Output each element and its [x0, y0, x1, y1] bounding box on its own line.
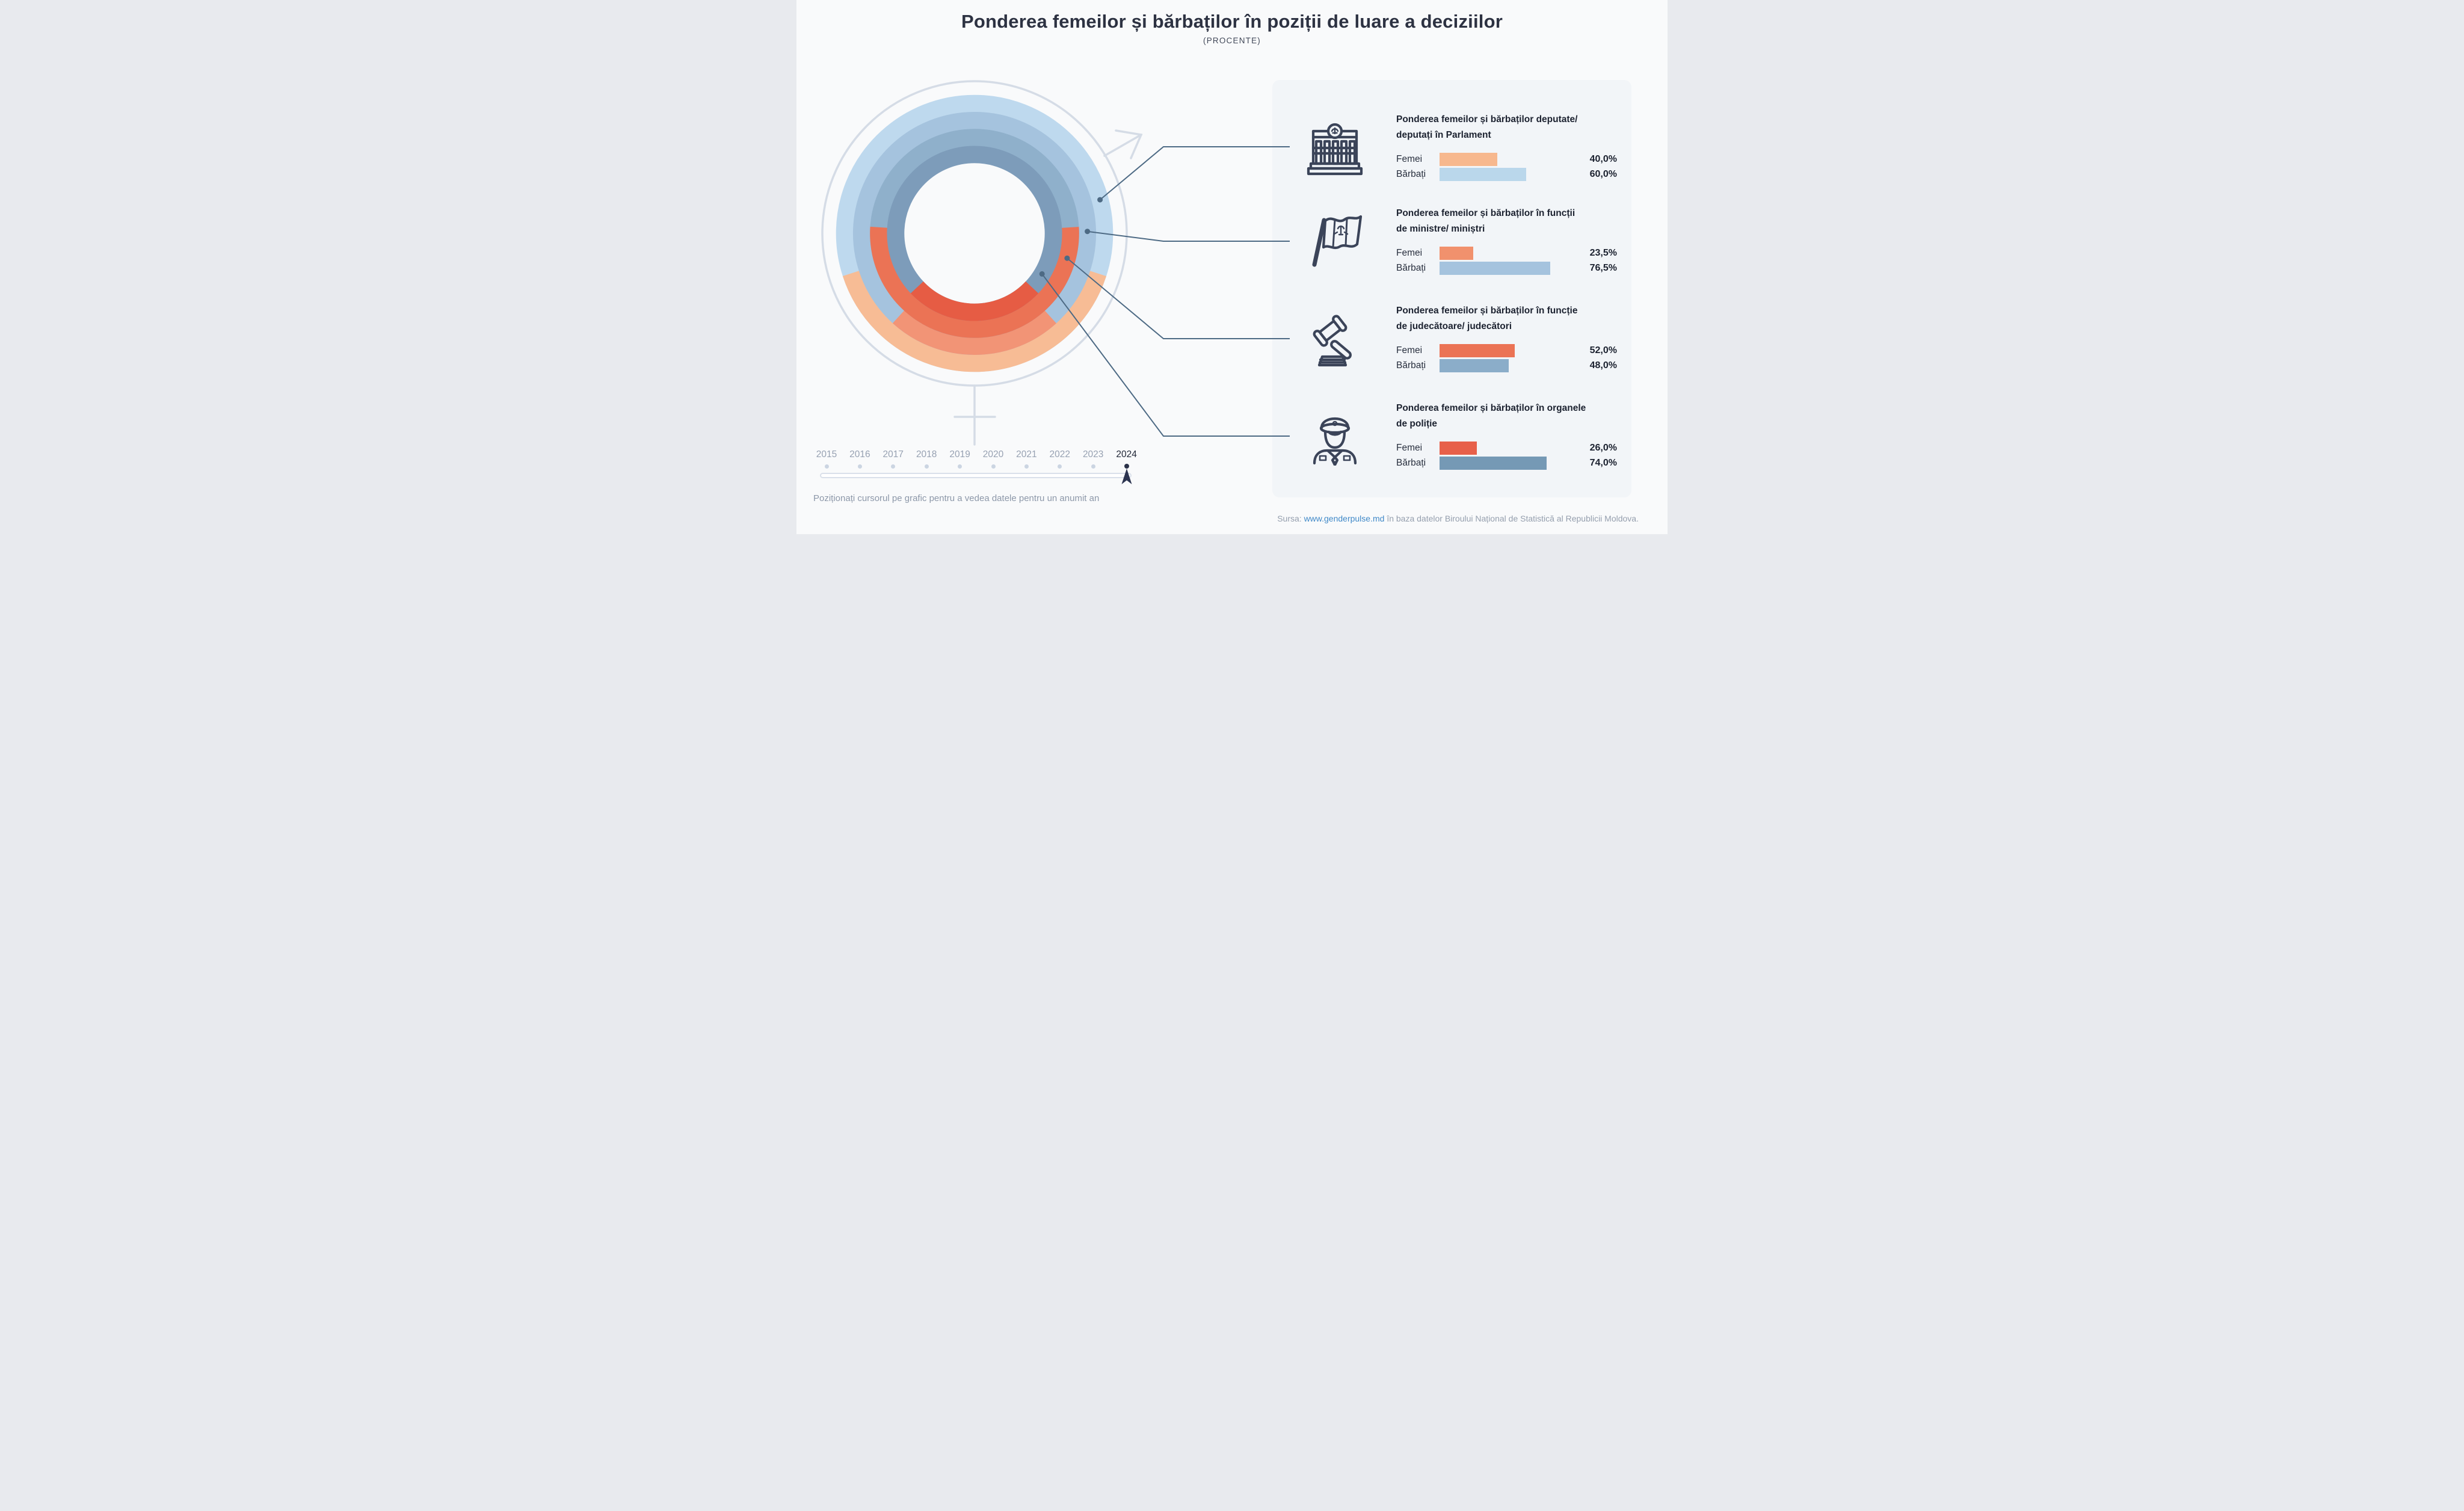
bar-women — [1440, 442, 1477, 455]
timeline-instruction: Poziționați cursorul pe grafic pentru a … — [813, 493, 1100, 503]
bar-men — [1440, 262, 1550, 275]
bar-row-women: Femei 40,0% — [1396, 153, 1624, 166]
bar-label-men: Bărbați — [1396, 458, 1426, 468]
year-timeline: 2015 2016 2017 2018 2019 2020 2021 2022 2023 2024… — [796, 0, 1668, 534]
bar-row-men: Bărbați 76,5% — [1396, 262, 1624, 275]
section-title: Ponderea femeilor și bărbaților în funcț… — [1396, 206, 1625, 237]
bar-label-women: Femei — [1396, 154, 1423, 164]
police-officer-icon — [1306, 408, 1364, 466]
bar-men — [1440, 168, 1526, 181]
page-subtitle: (PROCENTE) — [1203, 36, 1261, 45]
section-title-line2: deputați în Parlament — [1396, 130, 1491, 140]
year-label-2016[interactable]: 2016 — [849, 449, 870, 460]
bar-value-men: 60,0% — [1589, 169, 1617, 179]
year-label-2021[interactable]: 2021 — [1016, 449, 1037, 460]
bar-women — [1440, 153, 1497, 166]
year-dot-2024[interactable] — [1124, 464, 1129, 469]
bar-value-women: 26,0% — [1589, 443, 1617, 453]
section-title-line1: Ponderea femeilor și bărbaților deputate… — [1396, 114, 1578, 125]
bar-row-men: Bărbați 48,0% — [1396, 359, 1624, 372]
year-label-2024[interactable]: 2024 — [1116, 449, 1137, 460]
bar-value-women: 52,0% — [1589, 345, 1617, 355]
section-title-line2: de poliție — [1396, 419, 1438, 429]
bar-label-men: Bărbați — [1396, 360, 1426, 371]
year-dot-2018[interactable] — [924, 464, 929, 469]
year-dot-2019[interactable] — [958, 464, 962, 469]
panel-section-parliament: Ponderea femeilor și bărbaților deputate… — [1272, 111, 1631, 189]
source-suffix: în baza datelor Biroului Național de Sta… — [1387, 514, 1639, 523]
panel-section-police: Ponderea femeilor și bărbaților în organ… — [1272, 399, 1631, 478]
bar-label-women: Femei — [1396, 248, 1423, 258]
bar-row-women: Femei 52,0% — [1396, 344, 1624, 357]
year-dot-2017[interactable] — [891, 464, 896, 469]
bar-men — [1440, 457, 1547, 470]
panel-section-judges: Ponderea femeilor și bărbaților în funcț… — [1272, 302, 1631, 380]
year-dot-2022[interactable] — [1058, 464, 1062, 469]
year-dot-2021[interactable] — [1024, 464, 1029, 469]
bar-value-men: 48,0% — [1589, 360, 1617, 371]
year-label-2015[interactable]: 2015 — [816, 449, 837, 460]
bar-label-women: Femei — [1396, 345, 1423, 355]
section-title-line2: de ministre/ miniștri — [1396, 224, 1485, 234]
year-label-2020[interactable]: 2020 — [982, 449, 1004, 460]
source-prefix: Sursa: — [1277, 514, 1302, 523]
bar-label-men: Bărbați — [1396, 169, 1426, 179]
bar-row-men: Bărbați 60,0% — [1396, 168, 1624, 181]
year-label-2023[interactable]: 2023 — [1082, 449, 1104, 460]
year-dot-2020[interactable] — [991, 464, 996, 469]
source-note: Sursa: www.genderpulse.md în baza datelo… — [1277, 514, 1639, 523]
bar-label-women: Femei — [1396, 443, 1423, 453]
bar-value-women: 23,5% — [1589, 248, 1617, 258]
bar-row-women: Femei 26,0% — [1396, 442, 1624, 455]
bar-women — [1440, 344, 1515, 357]
section-title-line1: Ponderea femeilor și bărbaților în funcț… — [1396, 208, 1575, 218]
bar-value-men: 76,5% — [1589, 263, 1617, 273]
source-link[interactable]: www.genderpulse.md — [1304, 514, 1385, 523]
year-dot-2023[interactable] — [1091, 464, 1095, 469]
bar-value-men: 74,0% — [1589, 458, 1617, 468]
year-dot-2015[interactable] — [824, 464, 829, 469]
year-label-2018[interactable]: 2018 — [916, 449, 937, 460]
section-title-line2: de judecătoare/ judecători — [1396, 321, 1512, 331]
panel-sections: Ponderea femeilor și bărbaților deputate… — [796, 0, 1668, 534]
section-title-line1: Ponderea femeilor și bărbaților în funcț… — [1396, 306, 1578, 316]
page-title: Ponderea femeilor și bărbaților în poziț… — [961, 11, 1503, 32]
bar-women — [1440, 247, 1474, 260]
year-label-2019[interactable]: 2019 — [949, 449, 970, 460]
bar-label-men: Bărbați — [1396, 263, 1426, 273]
year-dot-2016[interactable] — [857, 464, 862, 469]
bar-row-women: Femei 23,5% — [1396, 247, 1624, 260]
section-title: Ponderea femeilor și bărbaților în organ… — [1396, 401, 1625, 432]
year-label-2022[interactable]: 2022 — [1049, 449, 1071, 460]
section-title-line1: Ponderea femeilor și bărbaților în organ… — [1396, 403, 1586, 413]
bar-men — [1440, 359, 1509, 372]
timeline-slider-track[interactable] — [820, 473, 1132, 478]
flag-icon — [1306, 213, 1364, 271]
bar-value-women: 40,0% — [1589, 154, 1617, 164]
infographic-page: Ponderea femeilor și bărbaților în poziț… — [796, 0, 1668, 534]
section-title: Ponderea femeilor și bărbaților deputate… — [1396, 112, 1625, 143]
year-label-2017[interactable]: 2017 — [882, 449, 904, 460]
donut-ring-women-2[interactable] — [870, 129, 1079, 338]
timeline-cursor-marker[interactable] — [1121, 469, 1132, 485]
gavel-icon — [1306, 310, 1364, 368]
parliament-building-icon — [1306, 119, 1364, 177]
bar-row-men: Bărbați 74,0% — [1396, 457, 1624, 470]
section-title: Ponderea femeilor și bărbaților în funcț… — [1396, 303, 1625, 334]
panel-section-ministers: Ponderea femeilor și bărbaților în funcț… — [1272, 205, 1631, 283]
